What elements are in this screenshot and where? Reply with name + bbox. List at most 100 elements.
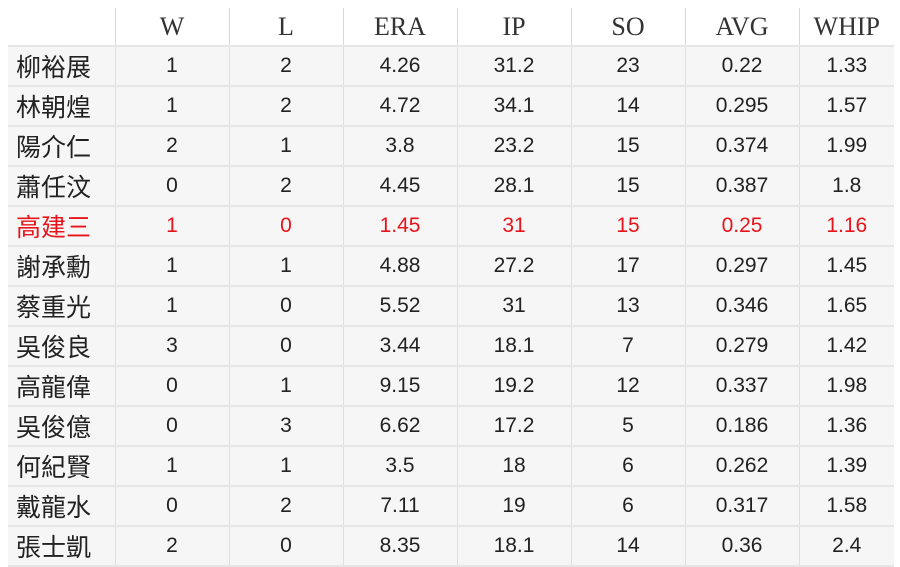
stat-cell-so: 12	[571, 366, 686, 407]
table-row: 陽介仁 2 1 3.8 23.2 15 0.374 1.99	[8, 126, 894, 167]
stat-cell-whip: 1.8	[799, 166, 894, 207]
stat-cell-ip: 18.1	[457, 526, 572, 567]
header-ip: IP	[457, 8, 572, 47]
table-row: 高龍偉 0 1 9.15 19.2 12 0.337 1.98	[8, 366, 894, 407]
stat-cell-w: 1	[115, 446, 230, 487]
player-name-cell: 戴龍水	[8, 486, 116, 527]
stat-cell-era: 4.45	[343, 166, 458, 207]
stat-cell-so: 17	[571, 246, 686, 287]
stat-cell-era: 5.52	[343, 286, 458, 327]
stat-cell-whip: 2.4	[799, 526, 894, 567]
stat-cell-avg: 0.297	[685, 246, 800, 287]
stat-cell-era: 7.11	[343, 486, 458, 527]
stat-cell-era: 4.88	[343, 246, 458, 287]
stat-cell-avg: 0.337	[685, 366, 800, 407]
table-row: 張士凱 2 0 8.35 18.1 14 0.36 2.4	[8, 526, 894, 567]
stat-cell-so: 14	[571, 86, 686, 127]
player-name-cell: 何紀賢	[8, 446, 116, 487]
stat-cell-w: 1	[115, 206, 230, 247]
stat-cell-whip: 1.57	[799, 86, 894, 127]
stat-cell-avg: 0.262	[685, 446, 800, 487]
stat-cell-l: 2	[229, 46, 344, 87]
stat-cell-era: 6.62	[343, 406, 458, 447]
stat-cell-avg: 0.387	[685, 166, 800, 207]
table-row: 戴龍水 0 2 7.11 19 6 0.317 1.58	[8, 486, 894, 527]
table-body: 柳裕展 1 2 4.26 31.2 23 0.22 1.33 林朝煌 1 2 4.72 34.1 14 0.…	[8, 46, 894, 567]
player-name-cell: 蔡重光	[8, 286, 116, 327]
player-name-cell: 吳俊億	[8, 406, 116, 447]
table-row: 蔡重光 1 0 5.52 31 13 0.346 1.65	[8, 286, 894, 327]
stat-cell-avg: 0.317	[685, 486, 800, 527]
stat-cell-era: 3.5	[343, 446, 458, 487]
table-header: W L ERA IP SO AVG WHIP	[8, 8, 894, 47]
stat-cell-w: 0	[115, 366, 230, 407]
stat-cell-so: 23	[571, 46, 686, 87]
stat-cell-l: 0	[229, 326, 344, 367]
stat-cell-ip: 19.2	[457, 366, 572, 407]
stat-cell-so: 14	[571, 526, 686, 567]
stat-cell-ip: 17.2	[457, 406, 572, 447]
stat-cell-w: 0	[115, 166, 230, 207]
header-avg: AVG	[685, 8, 800, 47]
stat-cell-era: 8.35	[343, 526, 458, 567]
stat-cell-whip: 1.42	[799, 326, 894, 367]
stat-cell-l: 1	[229, 246, 344, 287]
header-whip: WHIP	[799, 8, 894, 47]
stat-cell-l: 0	[229, 206, 344, 247]
stat-cell-w: 1	[115, 46, 230, 87]
stat-cell-whip: 1.99	[799, 126, 894, 167]
table-row: 吳俊億 0 3 6.62 17.2 5 0.186 1.36	[8, 406, 894, 447]
stat-cell-w: 3	[115, 326, 230, 367]
stat-cell-l: 2	[229, 86, 344, 127]
header-so: SO	[571, 8, 686, 47]
stat-cell-ip: 34.1	[457, 86, 572, 127]
stat-cell-ip: 28.1	[457, 166, 572, 207]
pitching-stats-table: W L ERA IP SO AVG WHIP 柳裕展 1 2 4.26 31.2 23 0.…	[8, 8, 894, 567]
stat-cell-avg: 0.346	[685, 286, 800, 327]
stat-cell-so: 13	[571, 286, 686, 327]
stat-cell-era: 3.8	[343, 126, 458, 167]
stat-cell-avg: 0.374	[685, 126, 800, 167]
stat-cell-whip: 1.65	[799, 286, 894, 327]
stat-cell-era: 3.44	[343, 326, 458, 367]
header-w: W	[115, 8, 230, 47]
stat-cell-whip: 1.36	[799, 406, 894, 447]
stat-cell-so: 6	[571, 446, 686, 487]
table-row: 林朝煌 1 2 4.72 34.1 14 0.295 1.57	[8, 86, 894, 127]
stat-cell-whip: 1.98	[799, 366, 894, 407]
stat-cell-era: 9.15	[343, 366, 458, 407]
stat-cell-avg: 0.36	[685, 526, 800, 567]
header-row: W L ERA IP SO AVG WHIP	[8, 8, 894, 47]
stat-cell-whip: 1.45	[799, 246, 894, 287]
player-name-cell: 謝承勳	[8, 246, 116, 287]
stat-cell-whip: 1.58	[799, 486, 894, 527]
stat-cell-w: 2	[115, 526, 230, 567]
stat-cell-avg: 0.186	[685, 406, 800, 447]
table-row: 蕭任汶 0 2 4.45 28.1 15 0.387 1.8	[8, 166, 894, 207]
stat-cell-so: 15	[571, 126, 686, 167]
stat-cell-so: 7	[571, 326, 686, 367]
stat-cell-avg: 0.22	[685, 46, 800, 87]
table-row: 吳俊良 3 0 3.44 18.1 7 0.279 1.42	[8, 326, 894, 367]
stat-cell-so: 5	[571, 406, 686, 447]
stat-cell-whip: 1.39	[799, 446, 894, 487]
player-name-cell: 林朝煌	[8, 86, 116, 127]
stat-cell-ip: 31	[457, 286, 572, 327]
player-name-cell: 高龍偉	[8, 366, 116, 407]
stat-cell-ip: 18.1	[457, 326, 572, 367]
stat-cell-w: 2	[115, 126, 230, 167]
stat-cell-era: 4.26	[343, 46, 458, 87]
stat-cell-ip: 31.2	[457, 46, 572, 87]
header-era: ERA	[343, 8, 458, 47]
player-name-cell: 高建三	[8, 206, 116, 247]
stat-cell-l: 1	[229, 366, 344, 407]
stat-cell-ip: 27.2	[457, 246, 572, 287]
stat-cell-era: 1.45	[343, 206, 458, 247]
stat-cell-ip: 18	[457, 446, 572, 487]
stat-cell-ip: 23.2	[457, 126, 572, 167]
stat-cell-l: 2	[229, 166, 344, 207]
stat-cell-avg: 0.295	[685, 86, 800, 127]
player-name-cell: 蕭任汶	[8, 166, 116, 207]
stat-cell-l: 0	[229, 526, 344, 567]
stat-cell-so: 15	[571, 166, 686, 207]
